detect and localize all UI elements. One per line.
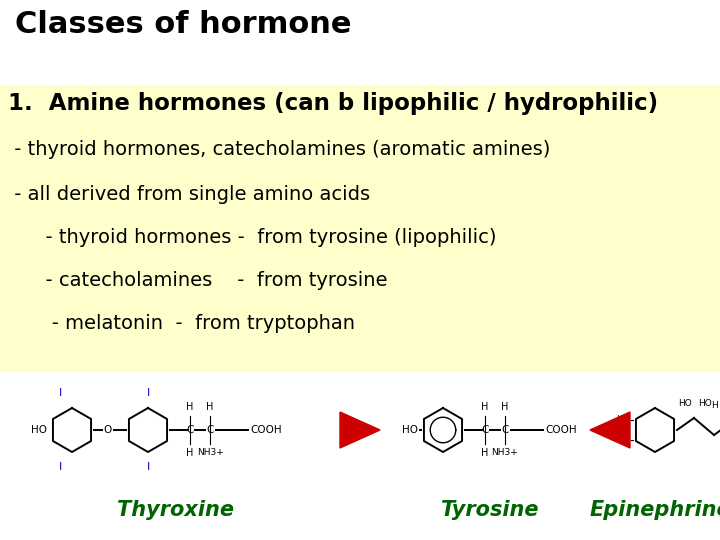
Text: H: H <box>501 402 509 412</box>
Polygon shape <box>590 412 630 448</box>
Text: NH3+: NH3+ <box>492 448 518 457</box>
Polygon shape <box>340 412 380 448</box>
Text: - thyroid hormones, catecholamines (aromatic amines): - thyroid hormones, catecholamines (arom… <box>8 140 550 159</box>
Polygon shape <box>53 408 91 452</box>
Text: HO: HO <box>616 435 630 444</box>
Polygon shape <box>636 408 674 452</box>
Text: C: C <box>207 425 214 435</box>
Text: H: H <box>186 448 194 458</box>
Text: I: I <box>58 462 62 472</box>
Text: H: H <box>711 401 717 410</box>
Text: O: O <box>104 425 112 435</box>
Text: H: H <box>481 448 489 458</box>
Text: COOH: COOH <box>545 425 577 435</box>
Text: - all derived from single amino acids: - all derived from single amino acids <box>8 185 370 204</box>
Polygon shape <box>424 408 462 452</box>
Text: C: C <box>186 425 194 435</box>
Text: NH3+: NH3+ <box>197 448 223 457</box>
Text: Thyroxine: Thyroxine <box>117 500 233 520</box>
Text: HO: HO <box>698 399 712 408</box>
Text: C: C <box>481 425 489 435</box>
Text: H: H <box>207 402 214 412</box>
Text: I: I <box>146 388 150 398</box>
Text: H: H <box>481 402 489 412</box>
Text: HO: HO <box>678 399 692 408</box>
Text: HO: HO <box>402 425 418 435</box>
Text: - catecholamines    -  from tyrosine: - catecholamines - from tyrosine <box>8 271 387 290</box>
Text: 1.  Amine hormones (can b lipophilic / hydrophilic): 1. Amine hormones (can b lipophilic / hy… <box>8 92 658 115</box>
Polygon shape <box>129 408 167 452</box>
FancyBboxPatch shape <box>0 85 720 372</box>
Text: Tyrosine: Tyrosine <box>441 500 539 520</box>
Text: I: I <box>146 462 150 472</box>
Text: - thyroid hormones -  from tyrosine (lipophilic): - thyroid hormones - from tyrosine (lipo… <box>8 228 497 247</box>
Text: HO: HO <box>31 425 47 435</box>
Text: Classes of hormone: Classes of hormone <box>15 10 351 39</box>
Text: COOH: COOH <box>250 425 282 435</box>
Text: I: I <box>58 388 62 398</box>
Text: C: C <box>501 425 509 435</box>
Text: - melatonin  -  from tryptophan: - melatonin - from tryptophan <box>8 314 355 333</box>
Text: H: H <box>186 402 194 412</box>
Text: HO: HO <box>616 415 630 424</box>
Text: Epinephrine: Epinephrine <box>589 500 720 520</box>
